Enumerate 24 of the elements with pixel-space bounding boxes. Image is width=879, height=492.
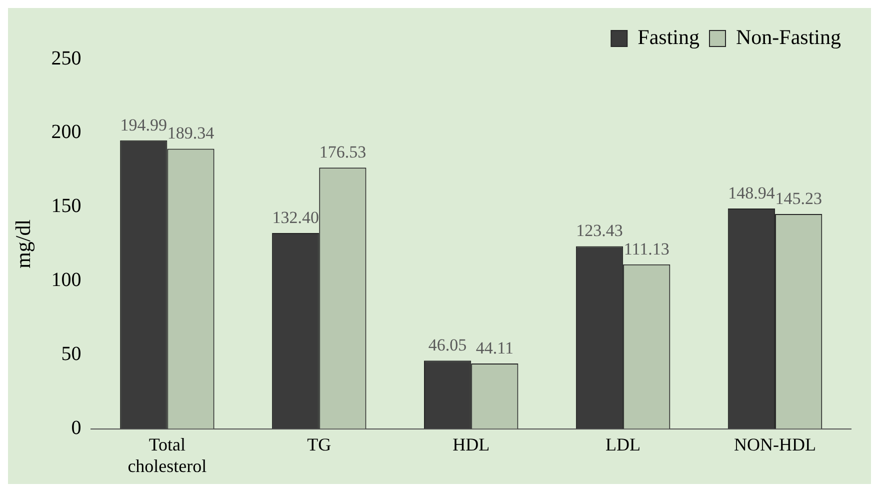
x-tick-label: NON-HDL <box>734 434 816 454</box>
x-tick-label: TG <box>307 434 332 454</box>
data-label: 148.94 <box>728 183 776 202</box>
data-label: 132.40 <box>272 208 319 227</box>
data-label: 44.11 <box>476 338 514 358</box>
x-tick-label: Total cholesterol <box>128 434 207 476</box>
data-label: 176.53 <box>319 142 366 162</box>
x-tick-label: LDL <box>606 434 641 454</box>
y-tick-label: 150 <box>51 195 82 218</box>
y-tick-label: 100 <box>51 269 82 292</box>
data-label: 189.34 <box>167 124 215 143</box>
y-tick-label: 200 <box>51 121 82 144</box>
legend-label: Non-Fasting <box>736 25 842 50</box>
data-label: 111.13 <box>624 239 670 258</box>
y-tick-label: 0 <box>71 417 82 440</box>
y-axis-title: mg/dl <box>11 219 36 268</box>
y-tick-label: 50 <box>61 343 82 366</box>
y-tick-label: 250 <box>51 47 82 70</box>
data-label: 145.23 <box>775 188 822 208</box>
legend-label: Fasting <box>638 25 700 50</box>
data-label: 194.99 <box>120 115 167 134</box>
data-label: 123.43 <box>576 221 623 240</box>
x-tick-label: HDL <box>452 434 490 454</box>
data-label: 46.05 <box>428 336 467 355</box>
